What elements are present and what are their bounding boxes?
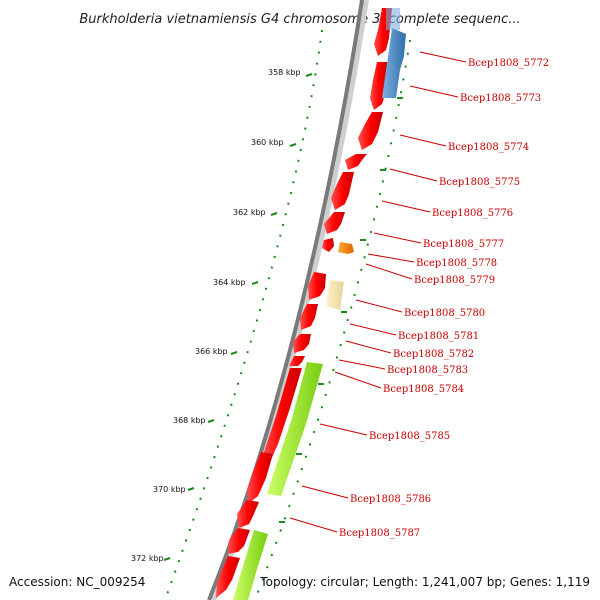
kbp-tick-label: 360 kbp <box>251 138 284 147</box>
gene-label[interactable]: Bcep1808_5775 <box>439 177 520 188</box>
gene-label[interactable]: Bcep1808_5782 <box>393 349 474 360</box>
gene-label[interactable]: Bcep1808_5781 <box>398 331 479 342</box>
kbp-tick-label: 358 kbp <box>268 68 301 77</box>
cds-forward[interactable] <box>331 172 354 210</box>
gene-label[interactable]: Bcep1808_5778 <box>416 258 497 269</box>
gc-content-dotted-line <box>254 39 411 600</box>
kbp-tick-label: 366 kbp <box>195 347 228 356</box>
cds-forward[interactable] <box>289 356 305 366</box>
cds-forward[interactable] <box>262 368 302 470</box>
gene-label[interactable]: Bcep1808_5773 <box>460 93 541 104</box>
cds-forward[interactable] <box>358 112 383 150</box>
kbp-tick-label: 368 kbp <box>173 416 206 425</box>
cds-forward[interactable] <box>322 238 334 252</box>
gene-label[interactable]: Bcep1808_5779 <box>414 275 495 286</box>
gene-label[interactable]: Bcep1808_5774 <box>448 142 529 153</box>
gene-label[interactable]: Bcep1808_5783 <box>387 365 468 376</box>
label-leader-lines <box>289 51 467 533</box>
forward-cds-track <box>216 8 392 598</box>
cds-reverse-blue-cap <box>386 8 400 30</box>
cds-reverse-tan[interactable] <box>326 280 344 310</box>
backbone-shadow <box>210 0 369 600</box>
cds-forward[interactable] <box>308 272 326 300</box>
cds-forward[interactable] <box>247 452 273 504</box>
map-title: Burkholderia vietnamiensis G4 chromosome… <box>79 12 520 27</box>
gene-label[interactable]: Bcep1808_5777 <box>423 239 504 250</box>
gene-label[interactable]: Bcep1808_5786 <box>350 494 431 505</box>
cds-forward[interactable] <box>324 212 345 234</box>
cds-reverse-green[interactable] <box>267 362 323 496</box>
cds-reverse-blue[interactable] <box>382 28 406 98</box>
kbp-ticks: 358 kbp 360 kbp 362 kbp 364 kbp 366 kbp … <box>131 68 301 563</box>
topology-summary-text: Topology: circular; Length: 1,241,007 bp… <box>259 575 590 589</box>
cds-reverse-orange[interactable] <box>338 242 354 254</box>
cds-forward[interactable] <box>300 304 318 330</box>
accession-text: Accession: NC_009254 <box>9 575 145 589</box>
gene-label[interactable]: Bcep1808_5776 <box>432 208 513 219</box>
reverse-cds-track <box>233 8 406 600</box>
gene-label[interactable]: Bcep1808_5785 <box>369 431 450 442</box>
gene-label[interactable]: Bcep1808_5787 <box>339 528 420 539</box>
cds-reverse-green[interactable] <box>233 530 268 600</box>
gene-label[interactable]: Bcep1808_5772 <box>468 58 549 69</box>
kbp-tick-label: 370 kbp <box>153 485 186 494</box>
cds-forward[interactable] <box>345 154 367 170</box>
kbp-tick-label: 364 kbp <box>213 278 246 287</box>
cds-forward[interactable] <box>293 334 311 353</box>
gene-label[interactable]: Bcep1808_5780 <box>404 308 485 319</box>
gene-labels: Bcep1808_5772 Bcep1808_5773 Bcep1808_577… <box>339 58 549 539</box>
kbp-tick-label: 372 kbp <box>131 554 164 563</box>
cds-forward[interactable] <box>216 556 240 598</box>
cds-forward[interactable] <box>237 500 259 528</box>
backbone-ticks <box>163 73 403 561</box>
kbp-tick-label: 362 kbp <box>233 208 266 217</box>
backbone <box>207 0 364 600</box>
gene-label[interactable]: Bcep1808_5784 <box>383 384 464 395</box>
cds-forward[interactable] <box>228 528 250 554</box>
